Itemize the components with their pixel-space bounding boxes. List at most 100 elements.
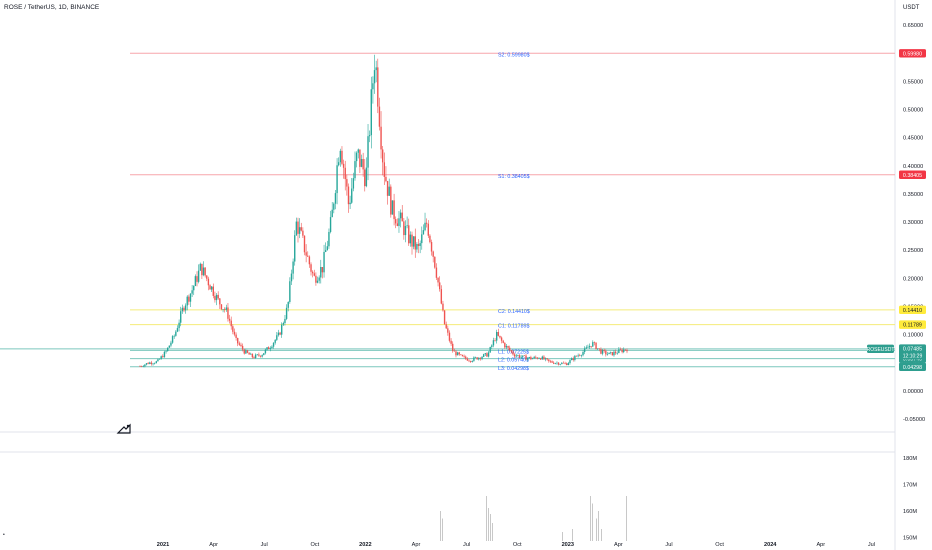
candle-body — [346, 179, 348, 187]
time-tick-label: Jul — [868, 542, 875, 548]
candle-body — [448, 332, 451, 341]
candle-body — [443, 310, 446, 325]
candle-body — [408, 225, 410, 244]
candle-body — [435, 267, 438, 278]
candle-body — [359, 149, 361, 167]
candle-body — [601, 349, 604, 354]
candle-body — [458, 352, 460, 355]
candle-body — [166, 347, 169, 352]
candle-body — [168, 345, 171, 348]
candle-body — [354, 161, 356, 179]
candle-body — [500, 337, 503, 341]
candle-body — [419, 243, 421, 247]
candle-body — [544, 358, 547, 360]
candle-body — [357, 149, 359, 153]
candle-body — [339, 150, 342, 163]
candle-body — [163, 351, 166, 358]
candle-body — [606, 354, 609, 355]
candle-body — [572, 358, 574, 360]
price-badge — [899, 320, 926, 329]
candle-body — [507, 346, 509, 348]
level-label: L2: 0.05740$ — [498, 358, 529, 364]
candle-body — [305, 252, 307, 256]
price-badge — [899, 362, 926, 371]
price-tick-label: 0.45000 — [903, 136, 923, 142]
candle-body — [430, 242, 433, 252]
candle-body — [504, 342, 506, 348]
candle-body — [373, 70, 376, 84]
candle-body — [549, 361, 552, 362]
candle-body — [145, 363, 148, 365]
candle-body — [158, 359, 161, 360]
time-tick-label: 2023 — [562, 542, 574, 548]
candle-body — [447, 328, 449, 333]
candle-body — [147, 363, 149, 364]
candle-body — [512, 351, 514, 355]
candle-body — [590, 345, 592, 347]
candle-body — [600, 349, 602, 354]
candle-body — [342, 163, 345, 168]
candle-body — [162, 356, 164, 358]
candle-body — [528, 357, 530, 358]
candle-body — [593, 342, 596, 343]
volume-tick-label: 180M — [903, 456, 917, 462]
price-tick-label: 0.10000 — [903, 333, 923, 339]
candle-body — [186, 296, 188, 306]
candle-body — [412, 236, 415, 247]
candle-body — [277, 332, 280, 336]
candle-body — [282, 323, 285, 325]
candle-body — [481, 356, 483, 359]
candle-body — [362, 159, 364, 170]
candle-body — [409, 234, 412, 244]
candle-body — [386, 181, 389, 196]
time-axis[interactable]: 2021 Apr Jul Oct 2022 Apr Jul Oct 2023 Apr Jul Oct 2… — [157, 542, 875, 548]
candle-body — [497, 331, 500, 336]
candlesticks[interactable] — [139, 54, 628, 368]
candle-body — [326, 246, 329, 251]
candle-body — [476, 357, 478, 360]
price-tick-label: -0.05000 — [903, 417, 925, 423]
candle-body — [264, 349, 267, 354]
candle-body — [232, 326, 234, 332]
candle-body — [250, 353, 252, 355]
candle-body — [347, 186, 350, 205]
candle-body — [336, 165, 338, 194]
candle-body — [543, 356, 545, 360]
candle-body — [596, 348, 599, 350]
time-tick-label: Oct — [513, 542, 522, 548]
candle-body — [365, 167, 368, 187]
price-tick-label: 0.35000 — [903, 192, 923, 198]
candle-body — [298, 227, 301, 234]
level-lines[interactable]: S2: 0.59980$ S1: 0.38405$ C2: 0.14410$ C1: … — [0, 52, 895, 372]
candle-body — [561, 362, 563, 365]
candle-body — [183, 307, 185, 311]
price-badge — [899, 170, 926, 179]
candle-body — [585, 347, 587, 349]
candle-body — [338, 162, 340, 166]
candle-body — [193, 285, 195, 291]
candle-body — [522, 355, 524, 357]
candle-body — [320, 267, 322, 278]
candle-body — [575, 355, 578, 357]
candle-body — [214, 295, 216, 301]
candle-body — [404, 226, 407, 236]
tradingview-logo-icon[interactable] — [116, 423, 131, 434]
candle-body — [276, 335, 278, 340]
candle-body — [139, 366, 141, 367]
volume-bar — [601, 529, 602, 541]
candle-body — [580, 355, 583, 356]
candle-body — [605, 350, 607, 355]
candle-body — [425, 222, 428, 224]
candle-body — [243, 349, 245, 354]
candle-body — [238, 343, 241, 345]
candle-body — [324, 250, 327, 252]
candle-body — [391, 200, 394, 215]
candle-body — [574, 355, 576, 360]
candle-body — [219, 298, 221, 305]
candle-body — [333, 203, 335, 210]
candle-body — [473, 357, 475, 361]
candle-body — [378, 106, 381, 127]
candle-body — [505, 346, 508, 348]
candle-body — [228, 318, 231, 321]
